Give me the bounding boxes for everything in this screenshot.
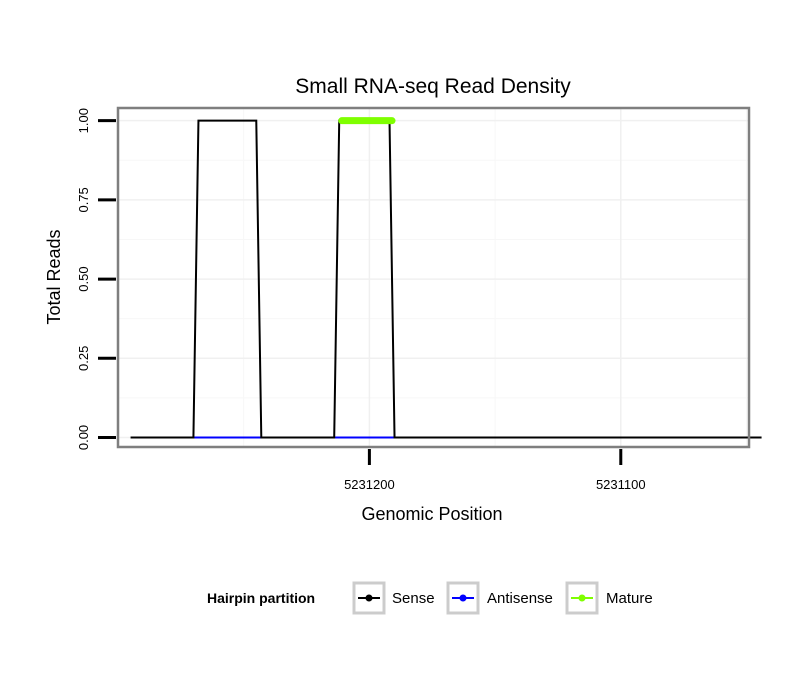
y-tick-label: 0.75 <box>76 187 91 212</box>
legend-item-mature: Mature <box>565 581 653 615</box>
x-axis-title: Genomic Position <box>361 504 502 524</box>
y-tick-label: 0.50 <box>76 266 91 291</box>
legend-item-antisense: Antisense <box>446 581 553 615</box>
plot-border <box>116 106 751 449</box>
series-layer <box>130 117 762 439</box>
x-axis: 5231200 5231100 <box>344 449 646 492</box>
y-tick-label: 1.00 <box>76 108 91 133</box>
legend-label-antisense: Antisense <box>487 590 553 607</box>
x-tick-label: 5231200 <box>344 477 395 492</box>
y-axis-title: Total Reads <box>44 229 64 324</box>
y-tick-label: 0.25 <box>76 346 91 371</box>
plot-panel <box>118 108 749 447</box>
legend-dot-mature <box>578 594 586 602</box>
legend-dot-sense <box>365 594 373 602</box>
x-tick-label: 5231100 <box>596 477 646 492</box>
y-axis: 0.00 0.25 0.50 0.75 1.00 <box>76 108 116 450</box>
legend-title: Hairpin partition <box>207 590 315 606</box>
y-tick-label: 0.00 <box>76 425 91 450</box>
series-sense-line <box>130 119 762 439</box>
legend: Hairpin partition Sense Antisense Mature <box>207 581 653 615</box>
legend-label-sense: Sense <box>392 590 435 607</box>
chart-title: Small RNA-seq Read Density <box>295 75 571 98</box>
legend-label-mature: Mature <box>606 590 653 607</box>
legend-item-sense: Sense <box>352 581 435 615</box>
legend-dot-antisense <box>459 594 467 602</box>
